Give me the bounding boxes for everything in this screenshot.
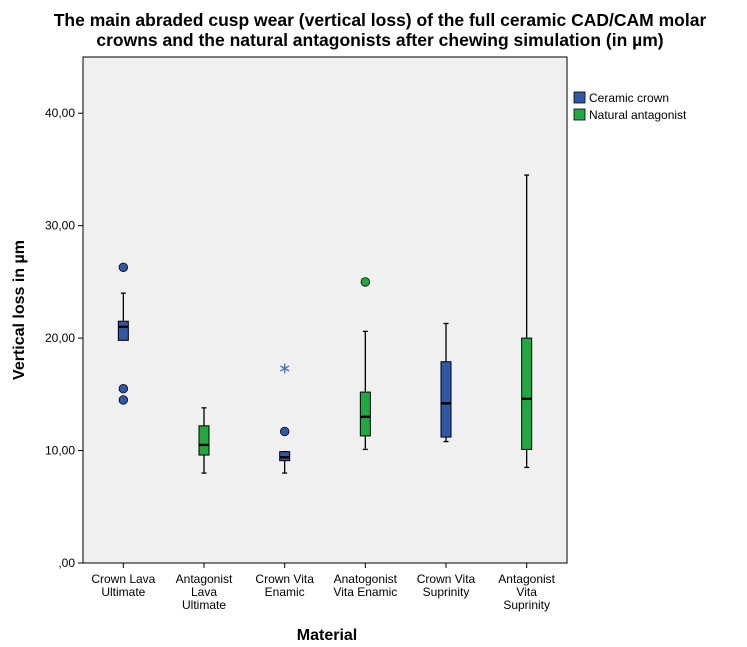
box-series: ∗ [117,174,533,474]
x-tick-label-line: Vita Enamic [333,585,397,599]
legend-swatch-natural-antagonist [573,108,586,121]
x-tick-label-line: Suprinity [423,585,470,599]
outlier-point [118,395,129,405]
box-group: ∗ [278,358,291,474]
x-tick-label-line: Crown Vita [255,572,314,586]
legend-label-natural-antagonist: Natural antagonist [589,108,687,122]
box-iqr [359,391,371,437]
x-tick-label-line: Ultimate [182,598,226,612]
outlier-point [360,277,371,287]
y-axis-label: Vertical loss in µm [11,240,28,380]
y-axis-ticks: ,00 10,00 20,00 30,00 40,00 [45,106,83,570]
outlier-point [279,426,290,437]
x-tick-label: Antagonist Lava Ultimate [176,572,233,612]
x-tick-label-line: Suprinity [503,598,550,612]
x-tick-label-line: Antagonist [498,572,555,586]
y-tick-label: 10,00 [45,444,75,458]
box-group [198,407,210,474]
box-group [521,174,533,469]
x-tick-label: Antagonist Vita Suprinity [498,572,555,612]
x-tick-label-line: Ultimate [101,585,145,599]
x-tick-label-line: Antagonist [176,572,233,586]
box-group [117,262,129,405]
plot-area [82,56,568,564]
box-iqr [440,361,452,438]
x-tick-label-line: Lava [191,585,217,599]
x-axis-label: Material [297,627,357,644]
x-tick-label-line: Crown Lava [91,572,155,586]
x-tick-label: Crown Vita Enamic [255,572,314,599]
y-tick-label: 20,00 [45,331,75,345]
chart-title-line-1: The main abraded cusp wear (vertical los… [54,10,707,30]
x-tick-label-line: Anatogonist [334,572,398,586]
box-group [359,277,371,451]
box-iqr [198,425,210,456]
legend-label-ceramic-crown: Ceramic crown [589,91,669,105]
outlier-point [118,262,129,272]
chart-title-line-2: crowns and the natural antagonists after… [96,30,663,50]
outlier-point [118,384,129,394]
x-tick-label: Crown Lava Ultimate [91,572,155,599]
y-tick-label: 40,00 [45,106,75,120]
legend-swatch-ceramic-crown [573,91,586,104]
legend: Ceramic crown Natural antagonist [573,91,687,122]
extreme-point: ∗ [278,358,291,377]
box-iqr [521,337,533,450]
x-tick-label: Anatogonist Vita Enamic [333,572,397,599]
x-tick-label-line: Vita [516,585,537,599]
y-tick-label: 30,00 [45,219,75,233]
box-iqr [117,320,129,341]
x-tick-label-line: Crown Vita [417,572,476,586]
y-tick-label: ,00 [58,556,75,570]
box-group [440,322,452,443]
x-tick-label: Crown Vita Suprinity [417,572,476,599]
x-tick-label-line: Enamic [265,585,305,599]
